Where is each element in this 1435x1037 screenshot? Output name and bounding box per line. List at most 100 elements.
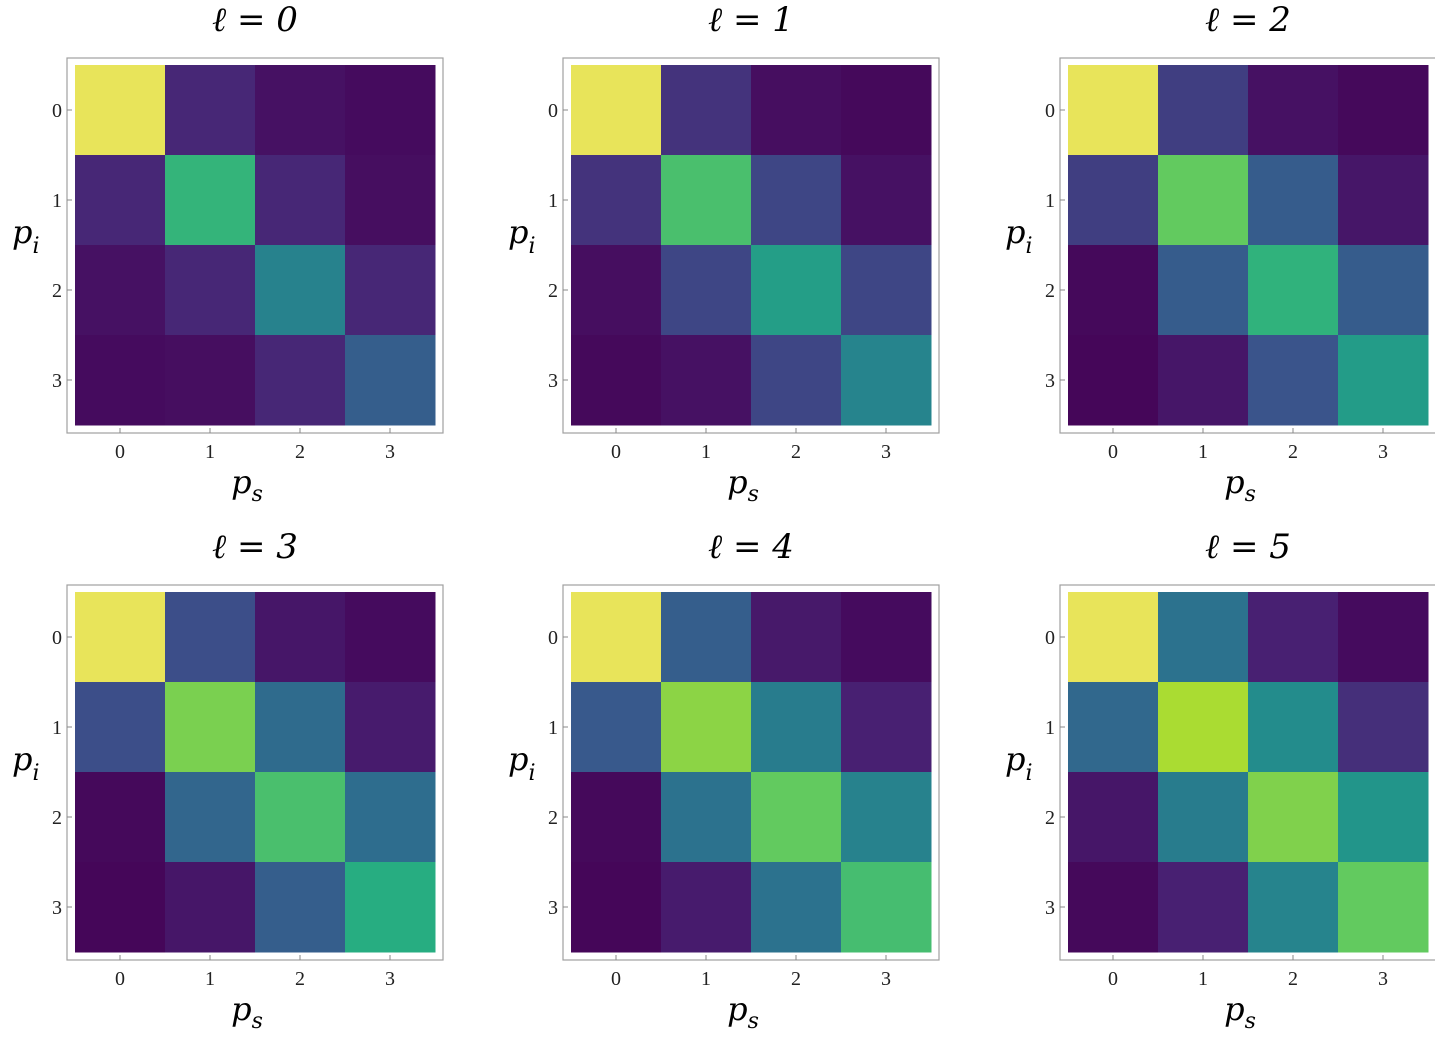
panel-4-xlabel: ps (727, 990, 759, 1034)
panel-1-title: ℓ = 1 (708, 0, 794, 40)
panel-1-cell-3-2 (751, 335, 842, 426)
panel-1-cell-1-1 (661, 155, 752, 246)
panel-0-cell-1-0 (75, 155, 166, 246)
panel-3-cell-2-1 (165, 772, 256, 863)
panel-4-xtick-0: 0 (611, 968, 621, 990)
panel-3-ytick-1: 1 (52, 717, 62, 739)
panel-0-cell-2-2 (255, 245, 346, 336)
panel-0-cell-3-1 (165, 335, 256, 426)
panel-2-ytick-0: 0 (1045, 100, 1055, 122)
panel-3-xlabel: ps (231, 990, 263, 1034)
panel-2-ylabel-sub: i (1025, 234, 1032, 259)
panel-4-cell-0-3 (841, 592, 932, 683)
panel-5-cell-0-3 (1338, 592, 1429, 683)
panel-0-cell-2-3 (345, 245, 436, 336)
panel-0-ylabel: pi (12, 213, 40, 259)
panel-2-ytick-1: 1 (1045, 190, 1055, 212)
panel-4-ytick-2: 2 (548, 807, 558, 829)
panel-5-xlabel: ps (1224, 990, 1256, 1034)
panel-4-cell-0-2 (751, 592, 842, 683)
panel-5-cell-1-2 (1248, 682, 1339, 773)
panel-4-title: ℓ = 4 (708, 527, 794, 567)
panel-3-cell-1-0 (75, 682, 166, 773)
panel-5-xtick-2: 2 (1288, 968, 1298, 990)
panel-1-cell-0-2 (751, 65, 842, 156)
panel-5-ytick-0: 0 (1045, 627, 1055, 649)
panel-0-xtick-3: 3 (385, 441, 395, 463)
panel-1-cell-2-2 (751, 245, 842, 336)
panel-0-title: ℓ = 0 (212, 0, 298, 40)
panel-1-cell-3-0 (571, 335, 662, 426)
panel-1-xlabel-sub: s (748, 482, 759, 507)
panel-2-xlabel-sub: s (1245, 482, 1256, 507)
panel-0-cell-1-1 (165, 155, 256, 246)
panel-2-xtick-1: 1 (1198, 441, 1208, 463)
panel-0-ytick-1: 1 (52, 190, 62, 212)
panel-0-ytick-3: 3 (52, 370, 62, 392)
panel-4-cell-0-0 (571, 592, 662, 683)
panel-2-xtick-3: 3 (1378, 441, 1388, 463)
panel-2-cell-1-3 (1338, 155, 1429, 246)
panel-2-cell-1-0 (1068, 155, 1159, 246)
panel-3-cell-3-1 (165, 862, 256, 953)
panel-2-cell-1-1 (1158, 155, 1249, 246)
panel-2-cell-2-0 (1068, 245, 1159, 336)
panel-3-cell-1-2 (255, 682, 346, 773)
panel-2-cell-2-1 (1158, 245, 1249, 336)
panel-1-ytick-1: 1 (548, 190, 558, 212)
panel-3-cell-0-2 (255, 592, 346, 683)
panel-0-cell-3-2 (255, 335, 346, 426)
panel-4-cell-0-1 (661, 592, 752, 683)
panel-2-cell-2-2 (1248, 245, 1339, 336)
panel-3-cell-0-3 (345, 592, 436, 683)
panel-0-cell-0-2 (255, 65, 346, 156)
panel-1-ytick-3: 3 (548, 370, 558, 392)
panel-3-xtick-3: 3 (385, 968, 395, 990)
panel-3-cell-3-0 (75, 862, 166, 953)
panel-2-cell-0-3 (1338, 65, 1429, 156)
panel-1-cell-0-3 (841, 65, 932, 156)
panel-5-ytick-1: 1 (1045, 717, 1055, 739)
panel-4-cell-1-3 (841, 682, 932, 773)
panel-3-ytick-3: 3 (52, 897, 62, 919)
panel-4-cell-2-1 (661, 772, 752, 863)
panel-5-title: ℓ = 5 (1205, 527, 1291, 567)
panel-4-xtick-3: 3 (881, 968, 891, 990)
panel-5-cell-3-2 (1248, 862, 1339, 953)
panel-5-cell-2-0 (1068, 772, 1159, 863)
panel-5-xtick-3: 3 (1378, 968, 1388, 990)
panel-0-ylabel-sub: i (32, 234, 39, 259)
panel-3-cell-3-2 (255, 862, 346, 953)
panel-5-ylabel: pi (1005, 740, 1033, 786)
panel-3-title: ℓ = 3 (212, 527, 298, 567)
panel-4-cell-2-2 (751, 772, 842, 863)
panel-0-ytick-0: 0 (52, 100, 62, 122)
panel-3-xtick-0: 0 (115, 968, 125, 990)
panel-5-cell-2-1 (1158, 772, 1249, 863)
panel-4-ytick-1: 1 (548, 717, 558, 739)
panel-3-ylabel-sub: i (32, 761, 39, 786)
panel-0-cell-2-1 (165, 245, 256, 336)
panel-5-cell-0-0 (1068, 592, 1159, 683)
panel-2-xlabel: ps (1224, 463, 1256, 507)
panel-5-cell-1-0 (1068, 682, 1159, 773)
panel-4-xtick-2: 2 (791, 968, 801, 990)
panel-3-cell-3-3 (345, 862, 436, 953)
panel-1-ylabel: pi (508, 213, 536, 259)
panel-1-xtick-3: 3 (881, 441, 891, 463)
panel-5-cell-0-2 (1248, 592, 1339, 683)
panel-5-xlabel-sub: s (1245, 1009, 1256, 1034)
panel-0-xlabel-sub: s (252, 482, 263, 507)
panel-0-cell-0-0 (75, 65, 166, 156)
panel-5-cell-0-1 (1158, 592, 1249, 683)
panel-0-cell-0-1 (165, 65, 256, 156)
panel-5-ytick-2: 2 (1045, 807, 1055, 829)
panel-1-xtick-1: 1 (701, 441, 711, 463)
panel-0-xtick-1: 1 (205, 441, 215, 463)
panel-1-cell-3-3 (841, 335, 932, 426)
panel-0-cell-1-3 (345, 155, 436, 246)
panel-2-cell-2-3 (1338, 245, 1429, 336)
panel-2-cell-0-0 (1068, 65, 1159, 156)
panel-5-ylabel-sub: i (1025, 761, 1032, 786)
